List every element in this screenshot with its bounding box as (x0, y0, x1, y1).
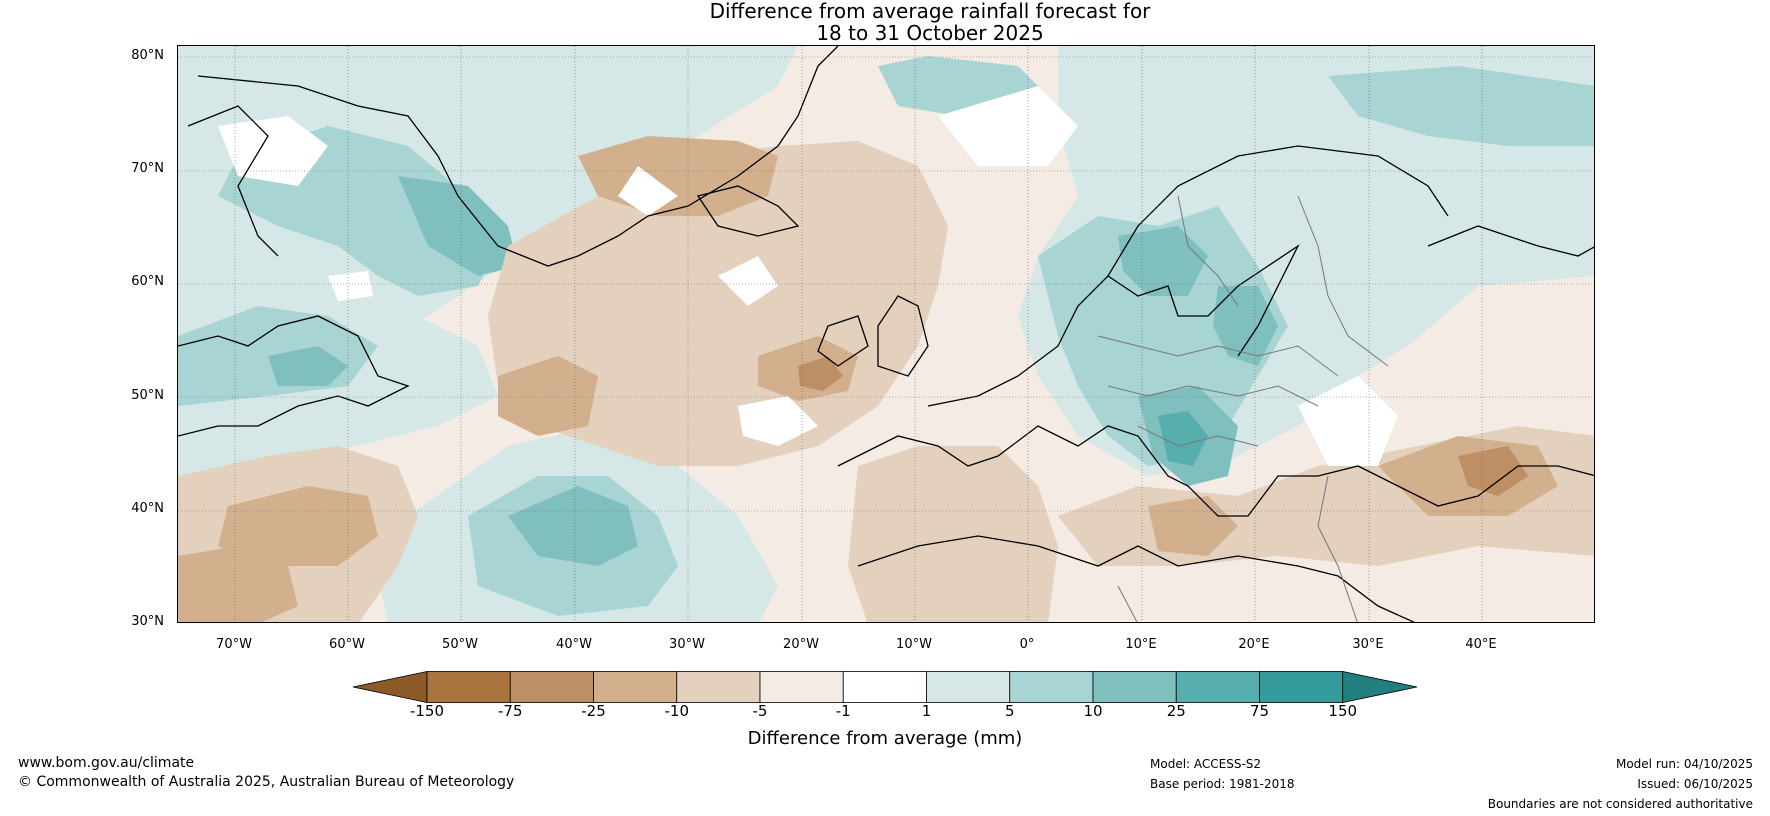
dry-anomaly-areas (178, 136, 1594, 622)
colorbar-tick: -150 (409, 702, 445, 720)
colorbar-tick: 5 (1004, 702, 1015, 720)
coastlines (178, 46, 1594, 622)
footer-model-run: Model run: 04/10/2025 (1615, 757, 1753, 771)
colorbar-tick: 1 (921, 702, 932, 720)
colorbar-tick: 150 (1328, 702, 1358, 720)
colorbar-segment (926, 671, 1011, 703)
colorbar-segment (676, 671, 761, 703)
lon-label-10w: 10°W (896, 637, 932, 652)
lon-label-10e: 10°E (1125, 637, 1157, 652)
colorbar-tick: -10 (664, 702, 690, 720)
footer-model: Model: ACCESS-S2 (1150, 757, 1262, 771)
colorbar-tick: -25 (581, 702, 606, 720)
lon-label-30w: 30°W (669, 637, 705, 652)
country-borders (1097, 195, 1389, 622)
footer-disclaimer: Boundaries are not considered authoritat… (1487, 797, 1753, 811)
rainfall-map[interactable] (177, 45, 1595, 623)
near-average-areas (218, 86, 1398, 466)
colorbar-segment (1092, 671, 1177, 703)
map-title-line-2: 18 to 31 October 2025 (816, 21, 1044, 45)
lat-label-80n: 80°N (131, 48, 164, 63)
colorbar (352, 671, 1418, 703)
lon-label-40e: 40°E (1465, 637, 1497, 652)
colorbar-segment (426, 671, 511, 703)
lon-label-20e: 20°E (1238, 637, 1270, 652)
lon-label-70w: 70°W (216, 637, 252, 652)
lon-label-40w: 40°W (556, 637, 592, 652)
colorbar-tick: -1 (835, 702, 851, 720)
colorbar-tick: -5 (752, 702, 768, 720)
colorbar-segment (593, 671, 678, 703)
colorbar-segment (759, 671, 844, 703)
colorbar-segment (1175, 671, 1260, 703)
footer-url[interactable]: www.bom.gov.au/climate (18, 755, 195, 771)
lon-label-0: 0° (1019, 637, 1035, 652)
colorbar-extend-high (1342, 671, 1418, 703)
lon-label-30e: 30°E (1352, 637, 1384, 652)
lon-label-50w: 50°W (442, 637, 478, 652)
colorbar-tick: 25 (1166, 702, 1186, 720)
colorbar-segment (509, 671, 594, 703)
colorbar-tick: -75 (498, 702, 523, 720)
graticule (178, 46, 1594, 622)
colorbar-tick: 75 (1249, 702, 1270, 720)
map-title-line-1: Difference from average rainfall forecas… (709, 0, 1151, 23)
colorbar-segment (1009, 671, 1094, 703)
footer-issued: Issued: 06/10/2025 (1637, 777, 1753, 791)
colorbar-extend-low (352, 671, 428, 703)
footer-base-period: Base period: 1981-2018 (1150, 777, 1295, 791)
colorbar-label: Difference from average (mm) (747, 728, 1023, 749)
lon-label-60w: 60°W (329, 637, 365, 652)
colorbar-segment (842, 671, 927, 703)
lon-label-20w: 20°W (783, 637, 819, 652)
lat-label-60n: 60°N (131, 274, 164, 289)
lat-label-50n: 50°N (131, 388, 164, 403)
footer-copyright: © Commonwealth of Australia 2025, Austra… (18, 774, 515, 790)
colorbar-tick: 10 (1083, 702, 1103, 720)
lat-label-40n: 40°N (131, 501, 164, 516)
lat-label-30n: 30°N (131, 614, 164, 629)
lat-label-70n: 70°N (131, 161, 164, 176)
colorbar-segment (1259, 671, 1344, 703)
